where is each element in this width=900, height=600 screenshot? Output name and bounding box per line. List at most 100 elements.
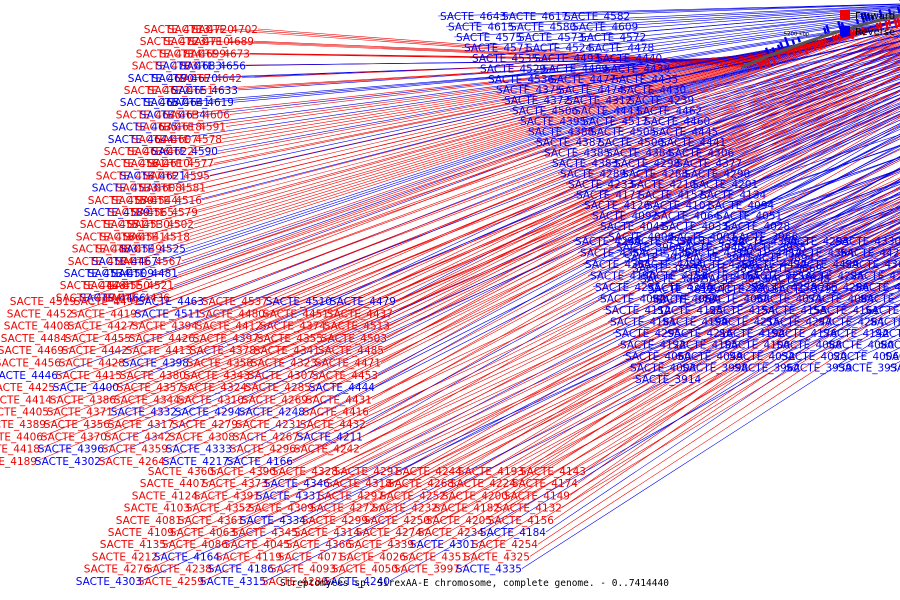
gene-label[interactable]: SACTE_4161 bbox=[813, 305, 879, 317]
gene-label[interactable]: SACTE_4369 bbox=[845, 259, 900, 271]
gene-label[interactable]: SACTE_3939 bbox=[786, 363, 852, 375]
gene-label[interactable]: SACTE_4388 bbox=[528, 127, 594, 139]
gene-label[interactable]: SACTE_4418 bbox=[0, 444, 40, 456]
gene-label[interactable]: SACTE_4166 bbox=[227, 456, 294, 468]
gene-label[interactable]: SACTE_4524 bbox=[526, 43, 593, 55]
gene-label[interactable]: SACTE_4634 bbox=[140, 109, 207, 121]
gene-label[interactable]: SACTE_3962 bbox=[734, 363, 800, 375]
gene-label[interactable]: SACTE_4252 bbox=[380, 490, 446, 502]
gene-label[interactable]: SACTE_3892 bbox=[694, 263, 760, 275]
gene-label[interactable]: SACTE_4103 bbox=[124, 503, 190, 515]
gene-label[interactable]: SACTE_4451 bbox=[263, 308, 329, 320]
gene-label[interactable]: SACTE_4315 bbox=[200, 576, 266, 588]
gene-label[interactable]: SACTE_4390 bbox=[210, 466, 276, 478]
gene-label[interactable]: SACTE_4710 bbox=[164, 36, 230, 48]
gene-label[interactable]: SACTE_4581 bbox=[140, 183, 206, 195]
gene-label[interactable]: SACTE_4287 bbox=[870, 317, 900, 329]
gene-label[interactable]: SACTE_4278 bbox=[751, 282, 817, 294]
gene-label[interactable]: SACTE_3964 bbox=[616, 242, 683, 254]
gene-label[interactable]: SACTE_4101 bbox=[646, 200, 712, 212]
gene-label[interactable]: SACTE_4537 bbox=[202, 296, 268, 308]
gene-label[interactable]: SACTE_4081 bbox=[116, 515, 182, 527]
gene-label[interactable]: SACTE_4184 bbox=[480, 527, 547, 539]
gene-label[interactable]: SACTE_4541 bbox=[100, 231, 166, 243]
gene-label[interactable]: SACTE_4405 bbox=[0, 407, 49, 419]
gene-label[interactable]: SACTE_4171 bbox=[576, 190, 642, 202]
gene-label[interactable]: SACTE_4235 bbox=[595, 282, 661, 294]
gene-label[interactable]: SACTE_4155 bbox=[761, 305, 827, 317]
gene-label[interactable]: SACTE_4182 bbox=[434, 503, 500, 515]
gene-label[interactable]: SACTE_4425 bbox=[0, 382, 55, 394]
gene-label[interactable]: SACTE_4489 bbox=[542, 64, 608, 76]
gene-label[interactable]: SACTE_4525 bbox=[120, 244, 186, 256]
gene-label[interactable]: SACTE_4415 bbox=[56, 370, 122, 382]
gene-label[interactable]: SACTE_4484 bbox=[1, 333, 68, 345]
gene-label[interactable]: SACTE_4378 bbox=[190, 345, 256, 357]
gene-label[interactable]: SACTE_4212 bbox=[92, 551, 158, 563]
gene-label[interactable]: SACTE_4335 bbox=[456, 564, 522, 576]
gene-label[interactable]: SACTE_4446 bbox=[0, 370, 58, 382]
gene-label[interactable]: SACTE_4063 bbox=[170, 527, 236, 539]
gene-label[interactable]: SACTE_4091 bbox=[860, 294, 900, 306]
gene-label[interactable]: SACTE_4259 bbox=[138, 576, 204, 588]
gene-label[interactable]: SACTE_4124 bbox=[132, 490, 199, 502]
gene-label[interactable]: SACTE_4518 bbox=[124, 231, 190, 243]
gene-label[interactable]: SACTE_4324 bbox=[181, 382, 248, 394]
gene-label[interactable]: SACTE_4397 bbox=[193, 333, 259, 345]
gene-label[interactable]: SACTE_4225 bbox=[798, 271, 864, 283]
gene-label[interactable]: SACTE_4303 bbox=[76, 576, 142, 588]
gene-label[interactable]: SACTE_4112 bbox=[605, 305, 671, 317]
gene-label[interactable]: SACTE_4535 bbox=[472, 53, 538, 65]
gene-label[interactable]: SACTE_4389 bbox=[0, 419, 46, 431]
gene-label[interactable]: SACTE_4156 bbox=[488, 515, 555, 527]
gene-label[interactable]: SACTE_4301 bbox=[410, 539, 476, 551]
gene-label[interactable]: SACTE_4026 bbox=[340, 551, 407, 563]
gene-label[interactable]: SACTE_4437 bbox=[327, 308, 393, 320]
gene-label[interactable]: SACTE_4068 bbox=[704, 294, 770, 306]
gene-label[interactable]: SACTE_4699 bbox=[160, 48, 226, 60]
gene-label[interactable]: SACTE_4154 bbox=[709, 305, 776, 317]
gene-label[interactable]: SACTE_4049 bbox=[677, 351, 743, 363]
gene-label[interactable]: SACTE_4125 bbox=[657, 305, 723, 317]
gene-label[interactable]: SACTE_4297 bbox=[318, 490, 384, 502]
gene-label[interactable]: SACTE_4617 bbox=[502, 11, 568, 23]
gene-label[interactable]: SACTE_4062 bbox=[600, 294, 666, 306]
gene-label[interactable]: SACTE_4279 bbox=[172, 419, 238, 431]
gene-label[interactable]: SACTE_4193 bbox=[458, 466, 524, 478]
gene-label[interactable]: SACTE_4122 bbox=[620, 340, 686, 352]
gene-label[interactable]: SACTE_4478 bbox=[588, 43, 654, 55]
gene-label[interactable]: SACTE_4455 bbox=[65, 333, 131, 345]
gene-label[interactable]: SACTE_3914 bbox=[635, 374, 702, 386]
gene-label[interactable]: SACTE_4368 bbox=[689, 259, 755, 271]
gene-label[interactable]: SACTE_4300 bbox=[731, 236, 797, 248]
gene-label[interactable]: SACTE_4370 bbox=[41, 431, 107, 443]
gene-label[interactable]: SACTE_4477 bbox=[550, 74, 616, 86]
gene-label[interactable]: SACTE_4606 bbox=[164, 109, 231, 121]
gene-label[interactable]: SACTE_4547 bbox=[96, 170, 162, 182]
gene-label[interactable]: SACTE_4635 bbox=[112, 122, 178, 134]
gene-label[interactable]: SACTE_4283 bbox=[855, 282, 900, 294]
gene-label[interactable]: SACTE_4440 bbox=[596, 53, 662, 65]
gene-label[interactable]: SACTE_4294 bbox=[175, 407, 242, 419]
gene-label[interactable]: SACTE_4186 bbox=[208, 564, 275, 576]
gene-label[interactable]: SACTE_4502 bbox=[128, 219, 194, 231]
gene-label[interactable]: SACTE_4264 bbox=[99, 456, 166, 468]
gene-label[interactable]: SACTE_4273 bbox=[699, 282, 765, 294]
gene-label[interactable]: SACTE_4505 bbox=[590, 127, 656, 139]
gene-label[interactable]: SACTE_3919 bbox=[890, 363, 900, 375]
gene-label[interactable]: SACTE_4413 bbox=[126, 345, 192, 357]
gene-label[interactable]: SACTE_4720 bbox=[168, 24, 234, 36]
gene-label[interactable]: SACTE_4471 bbox=[315, 358, 381, 370]
gene-label[interactable]: SACTE_4247 bbox=[766, 317, 832, 329]
gene-label[interactable]: SACTE_4309 bbox=[248, 503, 314, 515]
gene-label[interactable]: SACTE_4211 bbox=[297, 431, 363, 443]
gene-label[interactable]: SACTE_4215 bbox=[714, 317, 780, 329]
gene-label[interactable]: SACTE_4140 bbox=[590, 271, 656, 283]
gene-label[interactable]: SACTE_4134 bbox=[700, 190, 767, 202]
gene-label[interactable]: SACTE_4176 bbox=[771, 328, 838, 340]
gene-label[interactable]: SACTE_4028 bbox=[724, 221, 790, 233]
gene-label[interactable]: SACTE_4513 bbox=[324, 321, 390, 333]
gene-label[interactable]: SACTE_4105 bbox=[672, 340, 738, 352]
gene-label[interactable]: SACTE_4431 bbox=[306, 394, 372, 406]
gene-label[interactable]: SACTE_4493 bbox=[534, 53, 600, 65]
